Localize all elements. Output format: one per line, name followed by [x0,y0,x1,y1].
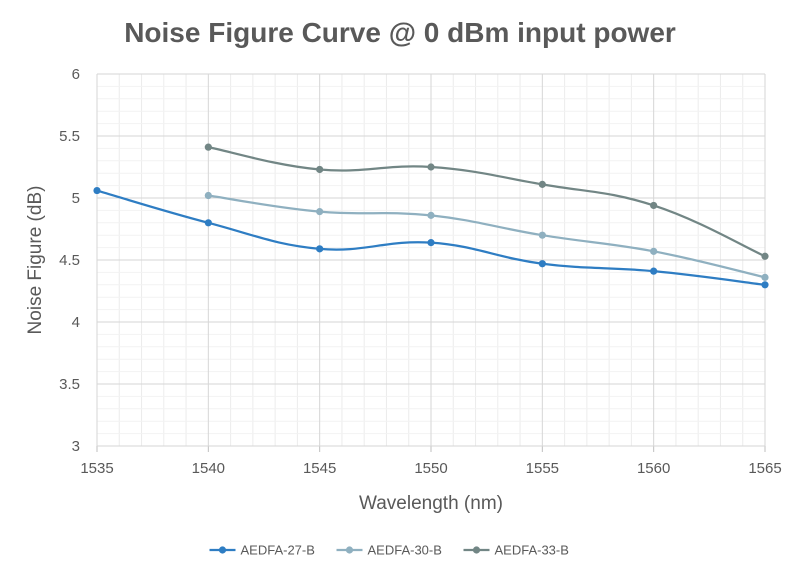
legend-marker-aedfa-27-b [218,546,227,554]
grid-lines [96,73,766,452]
data-point-aedfa-33-b [650,201,658,210]
data-point-aedfa-30-b [204,191,212,200]
data-point-aedfa-33-b [316,165,324,174]
data-point-aedfa-27-b [650,267,658,275]
y-tick-label: 4 [72,314,80,331]
x-tick-label: 1540 [192,460,225,477]
y-tick-label: 5.5 [59,128,80,145]
x-tick-label: 1560 [637,460,670,477]
data-point-aedfa-33-b [204,143,212,151]
data-point-aedfa-27-b [204,219,212,227]
data-point-aedfa-27-b [93,186,101,195]
data-point-aedfa-27-b [316,245,324,253]
legend-marker-aedfa-30-b [345,546,354,554]
y-tick-label: 3.5 [59,376,80,393]
data-point-aedfa-27-b [761,281,769,289]
data-point-aedfa-30-b [427,211,435,219]
series-line-aedfa-33-b [208,146,766,258]
data-point-aedfa-33-b [538,180,546,188]
x-tick-label: 1565 [748,460,781,477]
y-tick-label: 3 [72,438,80,455]
y-tick-label: 5 [72,190,80,207]
chart-title: Noise Figure Curve @ 0 dBm input power [124,17,676,48]
legend-label-aedfa-33-b: AEDFA-33-B [495,543,569,558]
y-tick-label: 6 [72,66,80,83]
data-point-aedfa-33-b [427,163,435,171]
data-point-aedfa-30-b [316,208,324,216]
x-tick-label: 1550 [414,460,447,477]
data-point-aedfa-30-b [538,231,546,239]
tick-labels: 1535 1540 1545 1550 1555 1560 1565 3 3.5 4 4.5 5 5.5… [59,66,782,477]
legend-label-aedfa-30-b: AEDFA-30-B [368,543,442,558]
x-tick-label: 1545 [303,460,336,477]
data-point-aedfa-27-b [538,260,546,268]
x-tick-label: 1555 [526,460,559,477]
series-line-aedfa-30-b [208,194,766,279]
legend-marker-aedfa-33-b [472,546,481,554]
legend-label-aedfa-27-b: AEDFA-27-B [241,543,315,558]
data-point-aedfa-30-b [650,247,658,255]
data-point-aedfa-27-b [427,239,435,247]
data-point-aedfa-33-b [761,252,769,260]
x-axis-label: Wavelength (nm) [359,493,503,514]
y-tick-label: 4.5 [59,252,80,269]
series-lines [93,143,769,289]
y-axis-label: Noise Figure (dB) [25,186,46,335]
legend: AEDFA-27-B AEDFA-30-B AEDFA-33-B [209,543,569,558]
data-point-aedfa-30-b [761,273,769,281]
x-tick-label: 1535 [80,460,113,477]
